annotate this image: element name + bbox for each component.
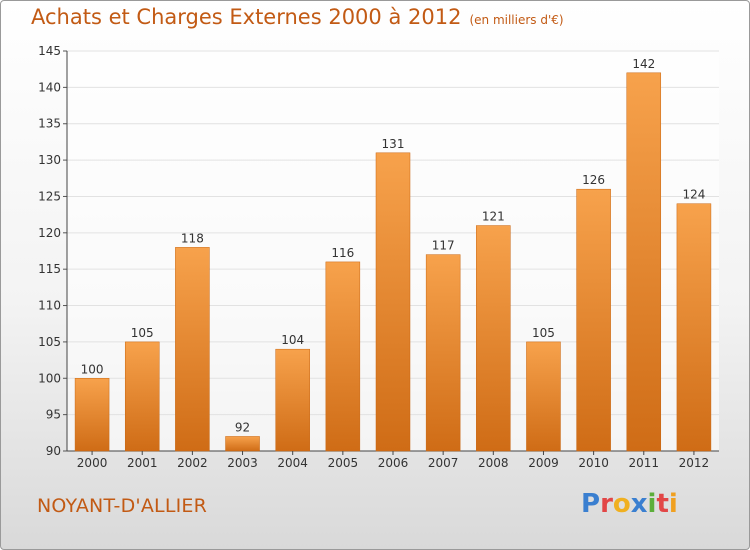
logo-letter: t bbox=[656, 489, 669, 519]
bar bbox=[175, 247, 210, 452]
data-label: 131 bbox=[382, 137, 405, 151]
logo-letter: i bbox=[647, 489, 657, 519]
x-tick-label: 2002 bbox=[177, 456, 208, 470]
bar bbox=[576, 188, 611, 452]
x-tick-label: 2007 bbox=[428, 456, 459, 470]
y-tick-label: 135 bbox=[38, 117, 61, 131]
data-label: 142 bbox=[632, 57, 655, 71]
data-label: 124 bbox=[682, 188, 705, 202]
bar bbox=[526, 341, 561, 452]
data-label: 104 bbox=[281, 333, 304, 347]
bar bbox=[425, 254, 461, 452]
y-tick-label: 140 bbox=[38, 80, 61, 94]
logo-letter: r bbox=[600, 489, 613, 519]
bar bbox=[476, 225, 511, 452]
y-tick-label: 125 bbox=[38, 189, 61, 203]
y-tick-label: 115 bbox=[38, 262, 61, 276]
y-tick-label: 100 bbox=[38, 371, 61, 385]
bar bbox=[275, 348, 310, 452]
bar bbox=[375, 152, 411, 452]
data-label: 100 bbox=[81, 362, 104, 376]
data-label: 121 bbox=[482, 210, 505, 224]
x-tick-label: 2006 bbox=[378, 456, 409, 470]
logo-letter: o bbox=[612, 489, 631, 519]
x-tick-label: 2010 bbox=[578, 456, 609, 470]
bar bbox=[225, 436, 260, 452]
location-label: NOYANT-D'ALLIER bbox=[37, 495, 208, 517]
x-tick-label: 2009 bbox=[528, 456, 559, 470]
bar bbox=[626, 72, 662, 452]
bar bbox=[325, 261, 361, 452]
chart-title: Achats et Charges Externes 2000 à 2012 (e… bbox=[31, 5, 564, 29]
data-label: 105 bbox=[131, 326, 154, 340]
logo-letter: x bbox=[630, 489, 648, 519]
chart-units: (en milliers d'€) bbox=[469, 13, 564, 27]
y-tick-label: 95 bbox=[46, 408, 61, 422]
y-tick-label: 145 bbox=[38, 44, 61, 58]
bar bbox=[676, 203, 712, 452]
x-tick-label: 2008 bbox=[478, 456, 509, 470]
y-tick-label: 110 bbox=[38, 299, 61, 313]
x-tick-label: 2004 bbox=[277, 456, 308, 470]
bar bbox=[124, 341, 160, 452]
data-label: 118 bbox=[181, 231, 204, 245]
data-label: 117 bbox=[432, 239, 455, 253]
bar bbox=[74, 378, 110, 452]
y-tick-label: 105 bbox=[38, 335, 61, 349]
x-tick-label: 2012 bbox=[679, 456, 710, 470]
data-label: 116 bbox=[331, 246, 354, 260]
x-tick-label: 2011 bbox=[628, 456, 659, 470]
y-tick-label: 120 bbox=[38, 226, 61, 240]
logo-letter: P bbox=[581, 489, 601, 519]
chart-title-text: Achats et Charges Externes 2000 à 2012 bbox=[31, 5, 462, 29]
x-tick-label: 2001 bbox=[127, 456, 158, 470]
proxiti-logo[interactable]: Proxiti bbox=[581, 489, 678, 519]
y-tick-label: 130 bbox=[38, 153, 61, 167]
data-label: 126 bbox=[582, 173, 605, 187]
data-label: 92 bbox=[235, 420, 250, 434]
x-tick-label: 2000 bbox=[77, 456, 108, 470]
y-tick-label: 90 bbox=[46, 444, 61, 458]
data-label: 105 bbox=[532, 326, 555, 340]
logo-letter: i bbox=[668, 489, 678, 519]
x-tick-label: 2005 bbox=[328, 456, 359, 470]
x-tick-label: 2003 bbox=[227, 456, 258, 470]
